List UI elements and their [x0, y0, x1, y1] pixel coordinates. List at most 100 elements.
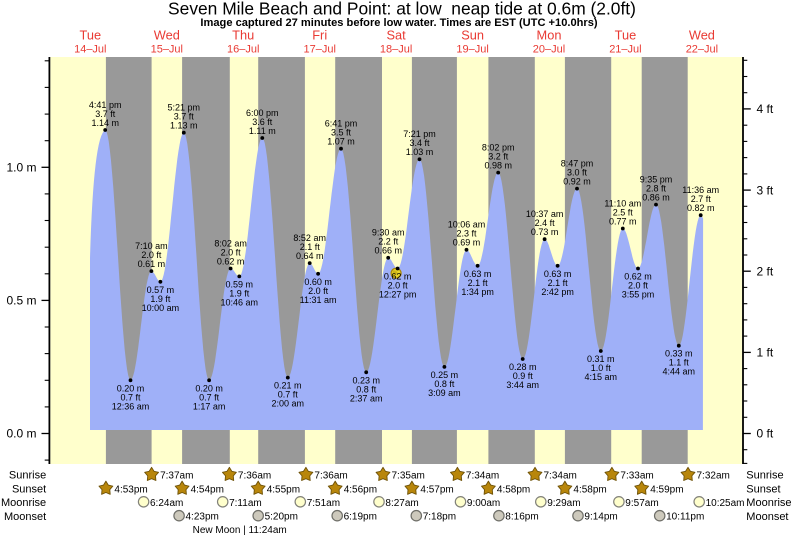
- svg-text:2.4 ft: 2.4 ft: [535, 218, 556, 228]
- svg-text:0.63 m: 0.63 m: [544, 269, 572, 279]
- svg-text:2.8 ft: 2.8 ft: [646, 183, 667, 193]
- svg-text:1.07 m: 1.07 m: [327, 137, 355, 147]
- svg-text:10:00 am: 10:00 am: [142, 303, 180, 313]
- svg-text:2.0 ft: 2.0 ft: [628, 281, 649, 291]
- svg-text:0.7 ft: 0.7 ft: [120, 392, 141, 402]
- svg-text:7:32am: 7:32am: [697, 471, 730, 482]
- svg-text:3:55 pm: 3:55 pm: [622, 290, 655, 300]
- svg-text:16–Jul: 16–Jul: [227, 44, 259, 56]
- svg-text:7:36am: 7:36am: [238, 471, 271, 482]
- svg-text:1.9 ft: 1.9 ft: [229, 288, 250, 298]
- svg-text:0.7 ft: 0.7 ft: [199, 392, 220, 402]
- svg-text:3:09 am: 3:09 am: [428, 388, 461, 398]
- svg-text:3 ft: 3 ft: [757, 183, 774, 197]
- svg-text:Tue: Tue: [615, 28, 637, 43]
- svg-text:6:19pm: 6:19pm: [344, 512, 377, 523]
- svg-text:Sunset: Sunset: [12, 484, 46, 496]
- svg-text:7:35am: 7:35am: [392, 471, 425, 482]
- svg-text:7:34am: 7:34am: [466, 471, 499, 482]
- svg-text:Wed: Wed: [689, 28, 715, 43]
- svg-text:7:10 am: 7:10 am: [135, 241, 168, 251]
- svg-text:2.1 ft: 2.1 ft: [468, 278, 489, 288]
- svg-text:Sunset: Sunset: [746, 484, 780, 496]
- svg-text:Sun: Sun: [461, 28, 484, 43]
- svg-text:0.5 m: 0.5 m: [6, 294, 36, 308]
- svg-text:0 ft: 0 ft: [757, 427, 774, 441]
- svg-text:4:23pm: 4:23pm: [186, 512, 219, 523]
- svg-text:5:21 pm: 5:21 pm: [168, 103, 201, 113]
- svg-text:9:35 pm: 9:35 pm: [640, 174, 673, 184]
- svg-text:Mon: Mon: [537, 28, 562, 43]
- svg-text:9:29am: 9:29am: [547, 498, 580, 509]
- svg-text:10:46 am: 10:46 am: [221, 297, 259, 307]
- svg-text:0.20 m: 0.20 m: [195, 383, 223, 393]
- svg-text:2.1 ft: 2.1 ft: [300, 242, 321, 252]
- svg-text:3.5 ft: 3.5 ft: [331, 128, 352, 138]
- svg-text:11:36 am: 11:36 am: [682, 185, 719, 195]
- svg-text:1.11 m: 1.11 m: [249, 126, 276, 136]
- svg-text:9:30 am: 9:30 am: [372, 228, 405, 238]
- svg-text:7:51am: 7:51am: [307, 498, 340, 509]
- svg-text:7:33am: 7:33am: [620, 471, 653, 482]
- svg-text:0.62 m: 0.62 m: [217, 256, 245, 266]
- svg-text:10:11pm: 10:11pm: [666, 512, 704, 523]
- svg-text:0.73 m: 0.73 m: [531, 227, 559, 237]
- svg-text:2.0 ft: 2.0 ft: [141, 250, 162, 260]
- svg-text:4:59pm: 4:59pm: [650, 484, 683, 495]
- svg-text:8:52 am: 8:52 am: [293, 233, 326, 243]
- svg-text:4:58pm: 4:58pm: [497, 484, 530, 495]
- svg-text:1.03 m: 1.03 m: [406, 147, 434, 157]
- svg-text:3.6 ft: 3.6 ft: [252, 117, 273, 127]
- svg-text:1 ft: 1 ft: [757, 346, 774, 360]
- svg-text:2.0 ft: 2.0 ft: [388, 281, 409, 291]
- svg-text:19–Jul: 19–Jul: [456, 44, 488, 56]
- svg-text:8:16pm: 8:16pm: [505, 512, 538, 523]
- svg-text:0.64 m: 0.64 m: [296, 251, 324, 261]
- svg-text:20–Jul: 20–Jul: [533, 44, 565, 56]
- svg-text:1.14 m: 1.14 m: [91, 118, 119, 128]
- svg-text:0.33 m: 0.33 m: [665, 349, 693, 359]
- svg-text:0.9 ft: 0.9 ft: [513, 371, 534, 381]
- svg-text:4:54pm: 4:54pm: [191, 484, 224, 495]
- svg-text:1.13 m: 1.13 m: [170, 121, 198, 131]
- svg-text:0.98 m: 0.98 m: [484, 160, 512, 170]
- svg-text:Tue: Tue: [80, 28, 102, 43]
- svg-text:9:57am: 9:57am: [625, 498, 658, 509]
- svg-text:Fri: Fri: [312, 28, 327, 43]
- svg-text:Wed: Wed: [154, 28, 180, 43]
- svg-text:0.7 ft: 0.7 ft: [278, 390, 299, 400]
- svg-text:7:11am: 7:11am: [229, 498, 262, 509]
- svg-text:7:18pm: 7:18pm: [423, 512, 456, 523]
- svg-text:0.63 m: 0.63 m: [464, 269, 492, 279]
- svg-text:17–Jul: 17–Jul: [303, 44, 335, 56]
- svg-text:2.3 ft: 2.3 ft: [456, 229, 477, 239]
- svg-text:2:42 pm: 2:42 pm: [541, 287, 574, 297]
- svg-text:6:24am: 6:24am: [150, 498, 183, 509]
- svg-text:0.60 m: 0.60 m: [304, 277, 332, 287]
- svg-text:Moonset: Moonset: [746, 511, 788, 523]
- svg-text:0.31 m: 0.31 m: [587, 354, 615, 364]
- svg-text:Sunrise: Sunrise: [746, 470, 783, 482]
- svg-text:0.62 m: 0.62 m: [384, 272, 412, 282]
- svg-text:Seven Mile Beach and Point: at: Seven Mile Beach and Point: at low neap …: [168, 0, 636, 19]
- svg-text:2 ft: 2 ft: [757, 264, 774, 278]
- svg-text:4:41 pm: 4:41 pm: [89, 100, 122, 110]
- svg-text:6:00 pm: 6:00 pm: [246, 108, 279, 118]
- svg-text:1.0 m: 1.0 m: [6, 161, 36, 175]
- svg-text:7:37am: 7:37am: [160, 471, 193, 482]
- svg-text:7:34am: 7:34am: [544, 471, 577, 482]
- svg-text:3.7 ft: 3.7 ft: [95, 109, 116, 119]
- svg-text:0.62 m: 0.62 m: [624, 272, 652, 282]
- svg-text:11:31 am: 11:31 am: [300, 295, 337, 305]
- svg-text:New Moon | 11:24am: New Moon | 11:24am: [193, 525, 287, 536]
- svg-text:0.21 m: 0.21 m: [274, 381, 302, 391]
- svg-text:Sunrise: Sunrise: [9, 470, 46, 482]
- svg-text:2.5 ft: 2.5 ft: [613, 207, 634, 217]
- svg-text:0.69 m: 0.69 m: [453, 238, 481, 248]
- svg-text:Moonrise: Moonrise: [1, 497, 46, 509]
- svg-text:2.2 ft: 2.2 ft: [378, 237, 399, 247]
- svg-text:2.0 ft: 2.0 ft: [308, 286, 329, 296]
- svg-text:8:02 am: 8:02 am: [214, 238, 247, 248]
- svg-text:4:44 am: 4:44 am: [663, 367, 696, 377]
- svg-text:4 ft: 4 ft: [757, 102, 774, 116]
